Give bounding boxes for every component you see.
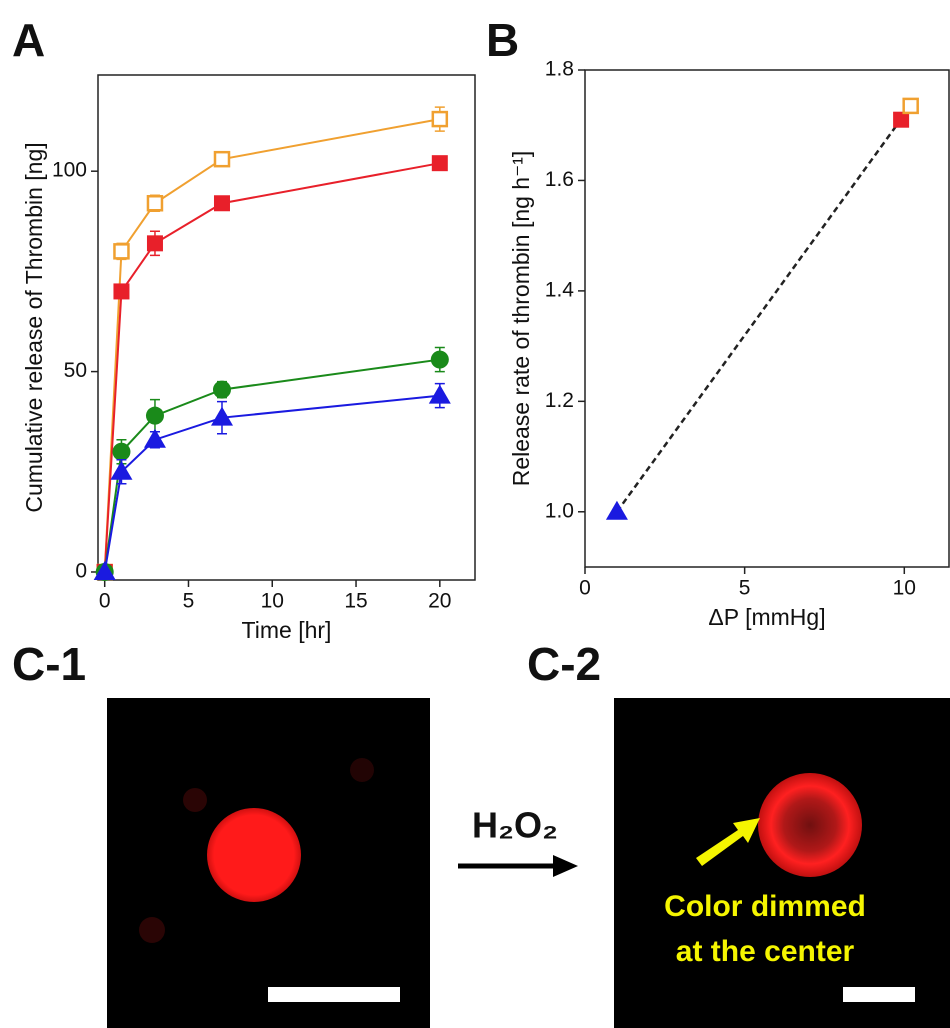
marker (113, 283, 129, 299)
annotation: at the center (676, 935, 855, 968)
series-line (105, 360, 440, 572)
marker (112, 443, 130, 461)
x-tick-label: 20 (428, 590, 451, 613)
panel-label: B (486, 14, 519, 66)
scale-bar (843, 987, 915, 1002)
scale-bar (268, 987, 400, 1002)
marker (148, 196, 162, 210)
y-tick-label: 1.2 (545, 389, 574, 412)
y-axis-title: Cumulative release of Thrombin [ng] (21, 142, 47, 512)
panel-label: A (12, 14, 45, 66)
x-tick-label: 5 (183, 590, 195, 613)
y-tick-label: 1.0 (545, 499, 574, 522)
series-line (105, 163, 440, 572)
microparticle (207, 808, 301, 902)
background-speck (139, 917, 165, 943)
x-tick-label: 15 (344, 590, 367, 613)
background-speck (183, 788, 207, 812)
marker (606, 501, 628, 520)
y-tick-label: 1.6 (545, 168, 574, 191)
background-speck (350, 758, 374, 782)
marker (147, 235, 163, 251)
marker (431, 351, 449, 369)
reagent-label: H₂O₂ (472, 805, 558, 846)
marker (433, 112, 447, 126)
y-tick-label: 100 (52, 159, 87, 182)
x-tick-label: 5 (739, 577, 751, 600)
marker (114, 244, 128, 258)
y-tick-label: 1.4 (545, 278, 575, 301)
y-tick-label: 0 (75, 560, 87, 583)
marker (904, 99, 918, 113)
marker (429, 385, 451, 404)
marker (214, 195, 230, 211)
figure: A B C-1 C-2 Color dimmed at the center H… (0, 0, 950, 1028)
panel-label: C-1 (12, 638, 86, 690)
reaction-arrow-head (553, 855, 578, 877)
marker (146, 407, 164, 425)
y-tick-label: 50 (64, 359, 87, 382)
x-tick-label: 0 (579, 577, 591, 600)
x-tick-label: 0 (99, 590, 111, 613)
x-tick-label: 10 (893, 577, 916, 600)
series-line (105, 119, 440, 572)
x-axis-title: Time [hr] (242, 617, 332, 643)
annotation: Color dimmed (664, 890, 866, 923)
panel-label: C-2 (527, 638, 601, 690)
plot-frame (585, 70, 949, 567)
microparticle (758, 773, 862, 877)
marker (215, 152, 229, 166)
trend-line (617, 106, 911, 512)
marker (432, 155, 448, 171)
marker (213, 381, 231, 399)
plot-frame (98, 75, 475, 580)
x-axis-title: ΔP [mmHg] (708, 604, 825, 630)
y-tick-label: 1.8 (545, 58, 574, 81)
y-axis-title: Release rate of thrombin [ng h⁻¹] (508, 151, 534, 487)
x-tick-label: 10 (261, 590, 284, 613)
